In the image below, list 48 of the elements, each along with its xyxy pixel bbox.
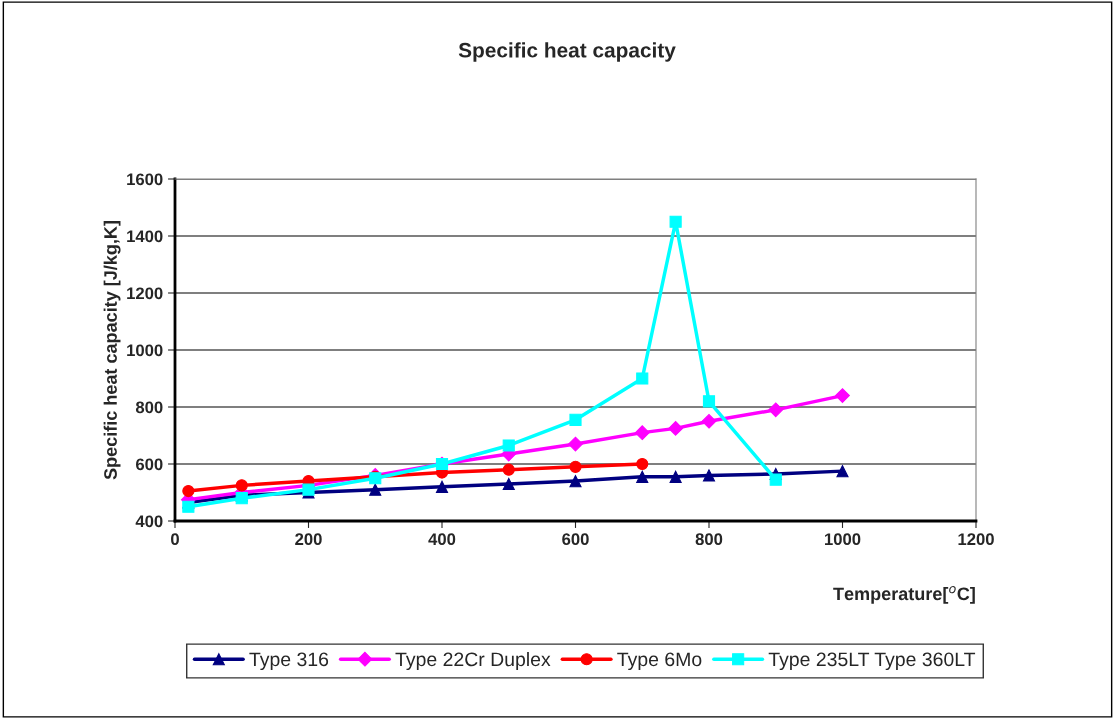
legend-label: Type 235LT Type 360LT <box>768 652 976 671</box>
chart-title: Specific heat capacity <box>458 42 676 62</box>
point <box>568 436 583 452</box>
y-tick-label: 400 <box>135 515 163 528</box>
y-tick-label: 1400 <box>127 230 163 243</box>
point <box>669 470 682 483</box>
x-tick-label: 1200 <box>958 533 994 546</box>
x-tick-label: 400 <box>428 533 456 546</box>
point <box>634 425 650 441</box>
point <box>636 470 649 483</box>
point <box>435 480 449 493</box>
point <box>502 477 515 491</box>
point <box>769 473 782 486</box>
point <box>369 483 382 496</box>
point <box>668 420 684 436</box>
point <box>569 460 582 473</box>
point <box>235 492 248 505</box>
point <box>235 479 248 492</box>
point <box>701 413 717 429</box>
point <box>502 439 515 452</box>
legend-label: Type 22Cr Duplex <box>395 651 551 671</box>
point <box>836 465 849 478</box>
y-tick-label: 800 <box>135 401 163 414</box>
x-axis-title: Temperature[$^{o}$C] <box>833 586 975 604</box>
y-tick-label: 1000 <box>127 344 163 357</box>
point <box>835 388 850 403</box>
y-tick-label: 1600 <box>127 173 163 186</box>
point <box>702 395 716 408</box>
point <box>636 457 649 471</box>
y-tick-label: 600 <box>136 458 163 471</box>
y-axis-title: Specific heat capacity [J/kg,K] <box>103 221 121 480</box>
point <box>669 215 682 228</box>
x-tick-label: 800 <box>695 533 723 546</box>
point <box>636 372 649 385</box>
x-tick-label: 600 <box>562 533 589 546</box>
point <box>768 402 784 418</box>
point <box>182 485 195 498</box>
point <box>569 413 582 426</box>
x-tick-label: 200 <box>295 533 322 546</box>
point <box>702 469 716 482</box>
point <box>182 500 195 513</box>
legend-label: Type 6Mo <box>617 652 702 671</box>
y-tick-label: 1200 <box>127 287 163 300</box>
legend-label: Type 316 <box>249 652 329 671</box>
x-tick-label: 0 <box>171 533 179 546</box>
point <box>502 463 515 476</box>
x-tick-label: 1000 <box>825 533 861 546</box>
point <box>569 475 582 488</box>
